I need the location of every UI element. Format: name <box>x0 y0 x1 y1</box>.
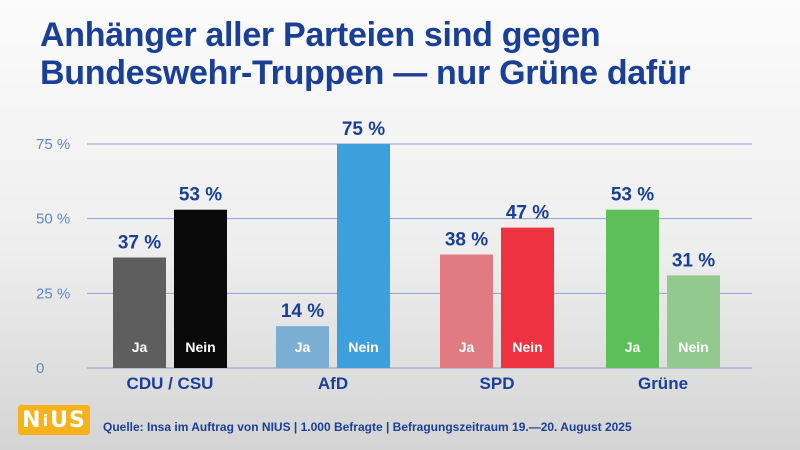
value-label: 47 % <box>506 203 549 224</box>
bar-cdu-csu-nein <box>174 209 227 368</box>
y-tick-label-25: 25 % <box>36 285 70 302</box>
category-label: CDU / CSU <box>127 374 214 393</box>
bar-cdu-csu-ja <box>113 257 166 368</box>
source-note: Quelle: Insa im Auftrag von NIUS | 1.000… <box>103 420 632 434</box>
bar-inner-label: Ja <box>459 339 475 355</box>
bar-afd-nein <box>337 144 390 368</box>
bar-grüne-nein <box>667 275 720 368</box>
value-label: 37 % <box>118 232 161 253</box>
value-label: 53 % <box>179 185 222 206</box>
value-label: 31 % <box>672 250 715 271</box>
category-label: SPD <box>480 374 515 393</box>
bar-inner-label: Nein <box>512 339 542 355</box>
bar-inner-label: Ja <box>295 339 311 355</box>
bar-spd-nein <box>501 227 554 368</box>
chart-title-line-2: Bundeswehr-Truppen — nur Grüne dafür <box>40 54 691 92</box>
bar-spd-ja <box>440 254 493 368</box>
bar-inner-label: Nein <box>678 339 708 355</box>
y-tick-label-50: 50 % <box>36 211 70 228</box>
chart-title: Anhänger aller Parteien sind gegen Bunde… <box>40 16 780 92</box>
y-tick-label-75: 75 % <box>36 136 70 153</box>
category-label: AfD <box>318 374 348 393</box>
value-label: 53 % <box>611 185 654 206</box>
bar-inner-label: Nein <box>185 339 215 355</box>
category-label: Grüne <box>638 374 688 393</box>
bar-inner-label: Ja <box>625 339 641 355</box>
bar-afd-ja <box>276 326 329 368</box>
bar-inner-label: Ja <box>132 339 148 355</box>
value-label: 38 % <box>445 230 488 251</box>
bar-grüne-ja <box>606 209 659 368</box>
value-label: 75 % <box>342 119 385 140</box>
chart-title-line-1: Anhänger aller Parteien sind gegen <box>40 16 601 54</box>
bar-inner-label: Nein <box>348 339 378 355</box>
y-tick-label-0: 0 <box>36 360 44 377</box>
value-label: 14 % <box>281 301 324 322</box>
